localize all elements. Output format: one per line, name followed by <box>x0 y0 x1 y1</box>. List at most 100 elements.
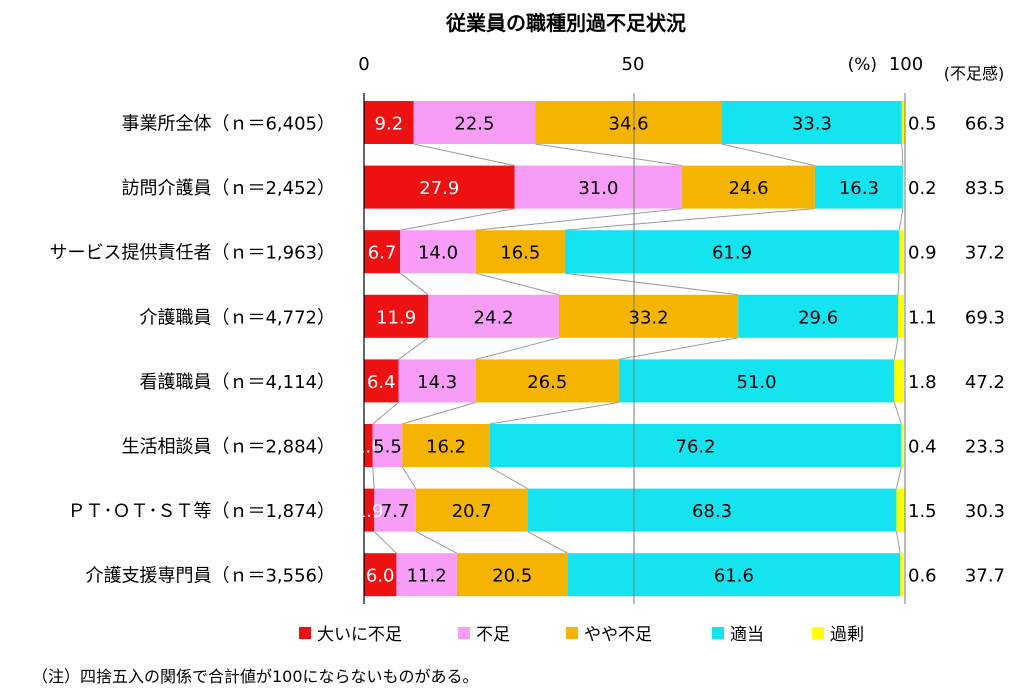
bar-segment <box>899 230 904 274</box>
data-label: 61.9 <box>712 243 752 264</box>
series-connector-line <box>898 208 904 231</box>
bar-segment <box>374 488 416 532</box>
data-label: 20.5 <box>492 566 532 587</box>
legend-swatch <box>712 627 724 639</box>
data-label: 6.4 <box>367 372 396 393</box>
bar-segment <box>722 101 902 144</box>
bar-segment <box>535 101 723 144</box>
x-tick-label: 50 <box>622 54 645 75</box>
bar-segment <box>896 488 905 532</box>
bar-segment <box>898 294 904 338</box>
data-label: 26.5 <box>527 372 567 393</box>
series-connector-line <box>489 401 619 425</box>
bar-segment <box>364 359 399 403</box>
bar-segment <box>682 165 815 209</box>
shortage-sense-value: 37.7 <box>965 566 1005 587</box>
series-connector-line <box>372 402 399 425</box>
series-connector-line <box>373 531 397 554</box>
data-label: 22.5 <box>454 114 494 135</box>
series-connector-line <box>897 273 900 295</box>
unit-label: (%) <box>848 55 877 75</box>
legend-swatch <box>566 627 578 639</box>
data-label: 14.3 <box>417 372 457 393</box>
shortage-sense-value: 69.3 <box>965 307 1005 328</box>
category-label: 生活相談員（ｎ＝2,884） <box>121 437 335 458</box>
bar-segment <box>618 359 895 403</box>
data-label: 51.0 <box>737 372 777 393</box>
bar-segment <box>402 424 490 467</box>
series-connector-line <box>372 466 375 489</box>
data-label: 1.6 <box>354 437 383 458</box>
data-label: 24.2 <box>474 307 514 328</box>
category-label: 介護支援専門員（ｎ＝3,556） <box>85 566 335 587</box>
bar-segment <box>527 488 897 532</box>
data-label: 34.6 <box>609 114 649 135</box>
x-tick-label: 100 <box>889 54 923 75</box>
shortage-sense-value: 23.3 <box>965 437 1005 458</box>
data-label: 14.0 <box>418 243 458 264</box>
bar-segment <box>558 294 739 338</box>
shortage-sense-value: 66.3 <box>965 114 1005 135</box>
data-label: 61.6 <box>714 566 754 587</box>
bar-segment <box>364 230 401 274</box>
series-connector-line <box>399 272 429 296</box>
shortage-sense-value: 30.3 <box>965 501 1005 522</box>
bar-segment <box>902 165 904 209</box>
data-label: 5.5 <box>373 437 402 458</box>
series-connector-line <box>564 208 815 231</box>
category-label: ＰＴ･ＯＴ･ＳＴ等（ｎ＝1,874） <box>67 501 335 522</box>
series-connector-line <box>901 143 904 166</box>
bar-segment <box>364 553 397 597</box>
series-connector-line <box>721 143 816 167</box>
data-label: 76.2 <box>676 437 716 458</box>
bar-segment <box>738 294 899 338</box>
series-connector-line <box>489 466 528 490</box>
bar-segment <box>901 101 905 144</box>
data-label: 0.6 <box>908 566 937 587</box>
bar-segment <box>364 101 414 144</box>
legend-label: 不足 <box>476 625 510 645</box>
bar-segment <box>398 359 476 403</box>
shortage-sense-value: 83.5 <box>965 178 1005 199</box>
series-connector-line <box>895 531 901 554</box>
data-label: 0.9 <box>908 243 937 264</box>
category-label: 看護職員（ｎ＝4,114） <box>139 372 335 393</box>
series-connector-line <box>527 531 568 554</box>
bar-segment <box>413 101 536 144</box>
data-label: 33.2 <box>629 307 669 328</box>
bar-segment <box>396 553 457 597</box>
bar-segment <box>564 230 900 274</box>
series-connector-line <box>413 143 515 167</box>
legend-swatch <box>458 627 470 639</box>
data-label: 29.6 <box>798 307 838 328</box>
data-label: 11.9 <box>376 307 416 328</box>
data-label: 0.5 <box>908 114 937 135</box>
bar-segment <box>900 553 904 597</box>
shortage-sense-value: 37.2 <box>965 243 1005 264</box>
legend-label: 過剰 <box>830 625 864 645</box>
data-label: 7.7 <box>381 501 410 522</box>
bar-segment <box>894 359 904 403</box>
series-connector-line <box>475 208 683 231</box>
bar-segment <box>400 230 476 274</box>
series-connector-line <box>400 208 515 231</box>
data-label: 16.3 <box>839 178 879 199</box>
legend-swatch <box>812 627 824 639</box>
legend-label: やや不足 <box>584 625 652 645</box>
series-connector-line <box>893 337 899 360</box>
data-label: 0.4 <box>908 437 937 458</box>
shortage-column-header: (不足感) <box>944 64 1005 83</box>
footnote: （注）四捨五入の関係で合計値が100にならないものがある。 <box>32 667 479 686</box>
bar-segment <box>428 294 559 338</box>
bar-segment <box>364 424 373 467</box>
data-label: 1.1 <box>908 307 937 328</box>
legend-swatch <box>299 627 311 639</box>
bar-segment <box>372 424 403 467</box>
data-label: 0.2 <box>908 178 937 199</box>
data-label: 27.9 <box>419 178 459 199</box>
shortage-sense-value: 47.2 <box>965 372 1005 393</box>
legend-label: 適当 <box>730 625 764 645</box>
data-label: 1.5 <box>908 501 937 522</box>
series-connector-line <box>535 143 683 167</box>
data-label: 33.3 <box>792 114 832 135</box>
